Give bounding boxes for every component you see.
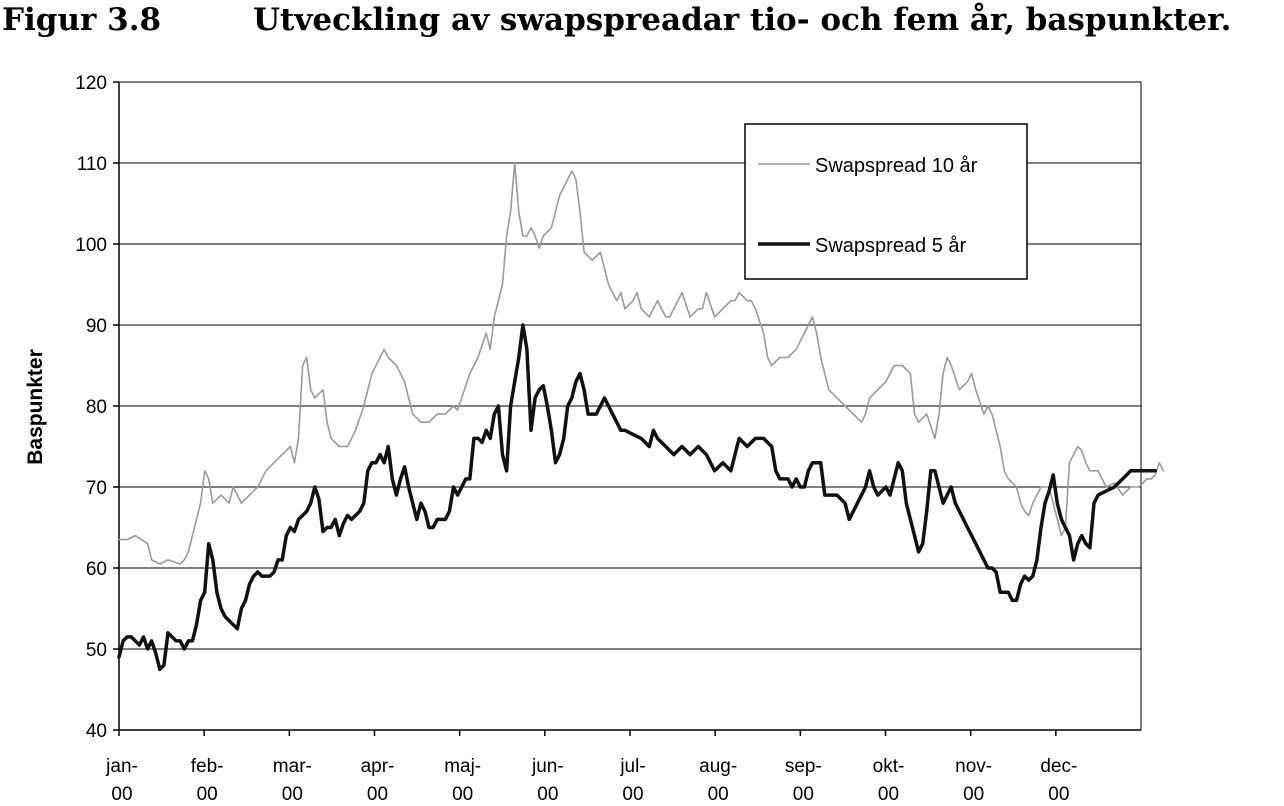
y-tick-label: 110: [77, 154, 107, 175]
legend-label-10-ar: Swapspread 10 år: [815, 155, 978, 177]
x-tick-label-month: aug-: [699, 756, 737, 777]
x-tick-label-year: 00: [708, 784, 729, 805]
x-tick-label-month: feb-: [191, 756, 224, 777]
x-tick-label-month: jul-: [619, 756, 645, 777]
x-tick-label-year: 00: [111, 784, 132, 805]
x-tick-label-month: sep-: [785, 756, 822, 777]
x-tick-label-month: apr-: [361, 756, 395, 777]
x-tick-label-year: 00: [963, 784, 984, 805]
y-tick-label: 70: [86, 478, 107, 499]
series-line-swapspread-5-ar: [117, 323, 1157, 672]
x-tick-label-year: 00: [878, 784, 899, 805]
legend-label-5-ar: Swapspread 5 år: [815, 235, 967, 257]
series-line-swapspread-10-ar: [118, 162, 1165, 565]
series-lines: [117, 162, 1165, 672]
x-tick-label-year: 00: [622, 784, 643, 805]
y-axis-ticks: 40 50 60 70 80 90 100 110 120: [75, 73, 119, 742]
x-tick-label-year: 00: [793, 784, 814, 805]
x-tick-label-month: dec-: [1040, 756, 1077, 777]
x-tick-label-month: maj-: [444, 756, 481, 777]
y-tick-label: 120: [75, 73, 107, 94]
x-tick-label-month: nov-: [955, 756, 992, 777]
x-axis-ticks: jan- 00 feb- 00 mar- 00 apr- 00 maj- 00 jun- 00 jul-…: [105, 730, 1077, 805]
y-tick-label: 40: [86, 721, 107, 742]
figure-number: Figur 3.8: [2, 2, 162, 38]
x-tick-label-month: okt-: [873, 756, 905, 777]
x-tick-label-month: mar-: [273, 756, 312, 777]
x-tick-label-month: jun-: [531, 756, 564, 777]
y-tick-label: 50: [86, 640, 107, 661]
x-tick-label-year: 00: [452, 784, 473, 805]
legend-box: [744, 123, 1028, 280]
x-tick-label-year: 00: [197, 784, 218, 805]
x-tick-label-month: jan-: [105, 756, 138, 777]
legend: Swapspread 10 år Swapspread 5 år: [744, 123, 1028, 280]
y-tick-label: 60: [86, 559, 107, 580]
x-tick-label-year: 00: [367, 784, 388, 805]
figure-title: Utveckling av swapspreadar tio- och fem …: [253, 2, 1232, 38]
y-axis-label: Baspunkter: [24, 349, 47, 465]
x-tick-label-year: 00: [537, 784, 558, 805]
figure-title-bar: Figur 3.8 Utveckling av swapspreadar tio…: [0, 0, 1284, 44]
y-tick-label: 80: [86, 397, 107, 418]
y-tick-label: 90: [86, 316, 107, 337]
y-tick-label: 100: [75, 235, 107, 256]
x-tick-label-year: 00: [1048, 784, 1069, 805]
x-tick-label-year: 00: [282, 784, 303, 805]
